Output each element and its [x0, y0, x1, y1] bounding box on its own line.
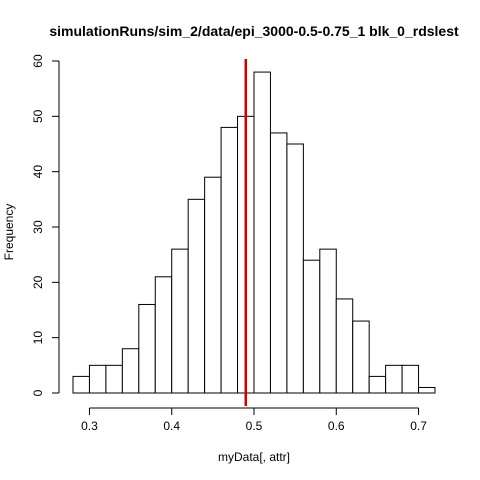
histogram-bar	[253, 71, 271, 394]
histogram-bar	[352, 320, 370, 394]
histogram-bar	[204, 176, 222, 394]
histogram-bar	[171, 248, 189, 394]
x-axis-label: myData[, attr]	[218, 450, 290, 464]
histogram-bar	[401, 364, 420, 394]
x-tick-label: 0.4	[163, 419, 180, 433]
y-tick-label: 10	[31, 331, 45, 345]
histogram-bar	[121, 348, 140, 394]
x-axis: 0.3 0.4 0.5 0.6 0.7	[81, 407, 427, 433]
histogram-bar	[154, 276, 173, 394]
histogram-bar	[105, 364, 123, 394]
histogram-bar	[335, 298, 354, 394]
histogram-bars	[72, 71, 436, 394]
histogram-bar	[138, 303, 156, 394]
x-tick-label: 0.5	[246, 419, 263, 433]
histogram-bar	[72, 375, 90, 394]
histogram-bar	[319, 248, 337, 394]
y-tick-label: 20	[31, 275, 45, 289]
x-tick-label: 0.6	[328, 419, 345, 433]
y-tick-label: 30	[31, 220, 45, 234]
y-tick-label: 0	[31, 389, 45, 396]
histogram-bar	[88, 364, 107, 394]
y-tick-label: 60	[31, 54, 45, 68]
histogram-bar	[269, 132, 288, 394]
histogram-bar	[418, 386, 436, 394]
histogram-bar	[385, 364, 403, 394]
chart-title: simulationRuns/sim_2/data/epi_3000-0.5-0…	[49, 23, 459, 39]
y-tick-label: 40	[31, 165, 45, 179]
y-axis: 0 10 20 30 40 50 60	[31, 54, 60, 396]
histogram-bar	[302, 259, 321, 394]
x-tick-label: 0.3	[81, 419, 98, 433]
histogram-bar	[286, 143, 304, 394]
y-axis-label: Frequency	[2, 204, 16, 261]
histogram-bar	[187, 198, 206, 394]
histogram-bar	[368, 375, 387, 394]
histogram-bar	[220, 126, 239, 394]
y-tick-label: 50	[31, 109, 45, 123]
x-tick-label: 0.7	[410, 419, 427, 433]
